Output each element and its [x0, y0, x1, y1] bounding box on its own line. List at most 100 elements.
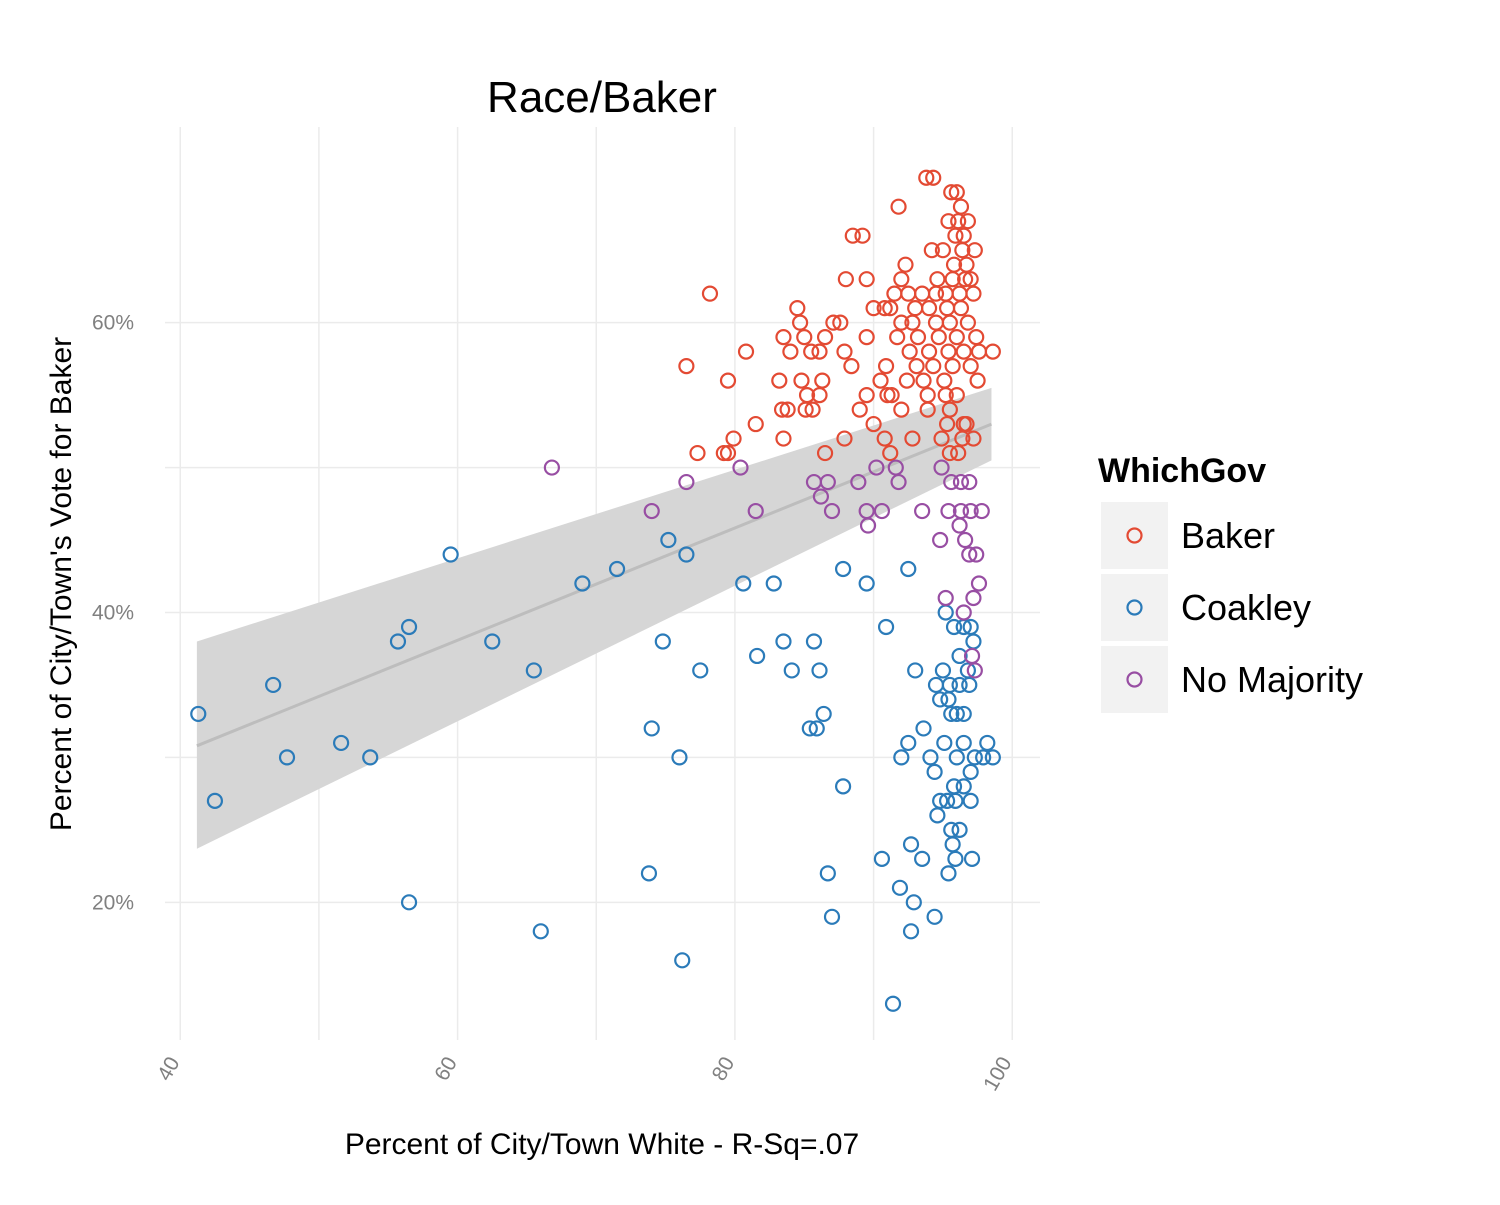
- data-point: [877, 358, 895, 375]
- data-point: [796, 329, 813, 346]
- data-point: [970, 575, 988, 592]
- data-point: [940, 213, 957, 230]
- x-tick-label: 80: [708, 1053, 740, 1085]
- data-point: [943, 184, 960, 201]
- data-point: [961, 676, 978, 694]
- data-point: [951, 285, 968, 302]
- data-point: [950, 444, 967, 462]
- data-point: [915, 720, 932, 737]
- x-tick-label: 100: [979, 1053, 1016, 1095]
- data-point: [882, 444, 899, 462]
- data-point: [844, 227, 861, 244]
- data-point: [825, 314, 842, 331]
- trend-line: [196, 422, 993, 748]
- data-point: [732, 459, 749, 476]
- x-tick-label: 60: [430, 1053, 462, 1085]
- data-point: [792, 314, 809, 331]
- data-point: [936, 372, 953, 389]
- data-point: [779, 401, 796, 418]
- legend-label: Coakley: [1181, 587, 1311, 628]
- data-point: [775, 329, 792, 346]
- data-point: [955, 705, 972, 723]
- data-point: [816, 329, 834, 346]
- data-point: [660, 531, 677, 549]
- data-point: [962, 792, 979, 809]
- data-point: [965, 633, 982, 650]
- data-point: [400, 894, 418, 911]
- data-point: [907, 300, 924, 317]
- data-point: [643, 502, 660, 520]
- data-point: [805, 633, 823, 650]
- data-point: [948, 387, 965, 404]
- data-point: [941, 444, 958, 462]
- data-point: [773, 401, 791, 418]
- data-point: [955, 343, 972, 360]
- data-point: [975, 749, 992, 766]
- legend-label: No Majority: [1181, 659, 1363, 700]
- data-point: [877, 618, 895, 636]
- data-point: [948, 184, 965, 201]
- legend-key-symbol: [1126, 527, 1143, 544]
- data-point: [834, 560, 852, 578]
- data-point: [843, 358, 860, 375]
- data-point: [782, 343, 799, 360]
- data-point: [674, 952, 691, 969]
- data-point: [929, 271, 946, 288]
- data-point: [948, 329, 965, 346]
- data-point: [858, 271, 875, 288]
- data-point: [969, 372, 986, 389]
- data-point: [851, 401, 868, 418]
- data-point: [858, 329, 875, 346]
- data-point: [936, 734, 953, 752]
- data-point: [898, 372, 915, 389]
- data-point: [814, 372, 831, 389]
- data-point: [819, 865, 836, 882]
- data-point: [984, 749, 1001, 766]
- data-point: [902, 836, 920, 853]
- data-point: [952, 300, 970, 317]
- data-point: [970, 343, 988, 360]
- data-point: [961, 546, 978, 563]
- data-point: [902, 923, 920, 940]
- data-point: [879, 387, 896, 404]
- data-point: [930, 329, 947, 346]
- y-tick-label: 60%: [92, 312, 134, 335]
- data-point: [543, 459, 560, 476]
- data-point: [914, 850, 931, 867]
- data-point: [865, 300, 882, 317]
- data-point: [933, 459, 950, 476]
- data-point: [719, 444, 737, 462]
- data-point: [957, 531, 974, 549]
- data-point: [954, 430, 971, 447]
- data-point: [858, 387, 875, 404]
- data-point: [900, 285, 917, 302]
- data-point: [883, 387, 900, 404]
- data-point: [957, 271, 974, 288]
- data-point: [889, 329, 906, 346]
- data-point: [816, 444, 834, 462]
- data-point: [952, 473, 970, 491]
- data-point: [959, 314, 976, 331]
- data-point: [854, 227, 871, 244]
- data-point: [933, 430, 950, 447]
- data-point: [819, 473, 836, 491]
- data-point: [934, 662, 952, 679]
- data-point: [965, 430, 982, 447]
- data-point: [951, 676, 968, 694]
- legend-key-background: [1101, 574, 1168, 641]
- data-point: [934, 242, 952, 259]
- data-point: [872, 372, 889, 389]
- x-axis-title: Percent of City/Town White - R-Sq=.07: [345, 1128, 859, 1161]
- data-point: [389, 633, 407, 650]
- legend: WhichGov Baker Coakley No Majority: [1098, 452, 1363, 713]
- data-point: [812, 488, 830, 505]
- x-tick-label: 40: [153, 1053, 185, 1085]
- data-point: [952, 198, 970, 215]
- data-point: [715, 444, 732, 462]
- y-tick-label: 40%: [92, 601, 134, 624]
- legend-key-background: [1101, 502, 1168, 569]
- data-point: [901, 343, 918, 360]
- data-point: [400, 618, 418, 636]
- data-point: [947, 227, 964, 244]
- data-point: [941, 314, 958, 331]
